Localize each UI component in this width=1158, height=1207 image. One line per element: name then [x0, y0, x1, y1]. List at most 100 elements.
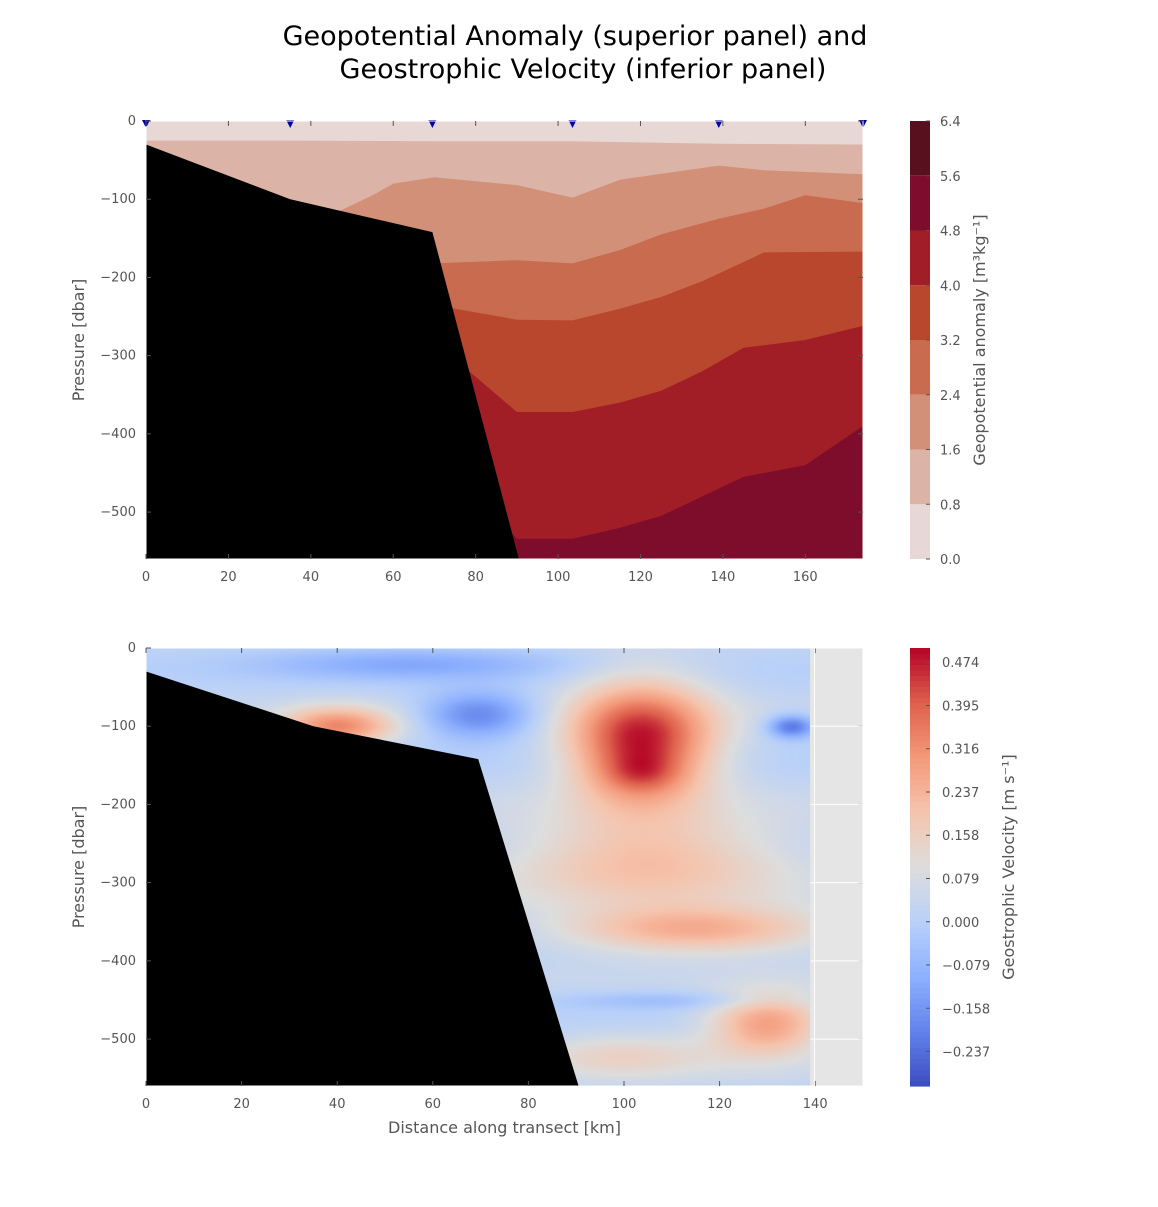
- axes-frame: [145, 120, 864, 560]
- colorbar-segment: [910, 812, 930, 819]
- colorbar-tick-label: 0.000: [942, 916, 979, 931]
- x-tick-label: 80: [520, 1097, 537, 1112]
- colorbar-segment: [910, 938, 930, 945]
- colorbar-segment: [910, 735, 930, 742]
- colorbar-segment: [910, 927, 930, 934]
- figure-title-line2: Geostrophic Velocity (inferior panel): [340, 54, 827, 85]
- colorbar-segment: [910, 806, 930, 813]
- colorbar-tick-label: −0.079: [942, 959, 990, 974]
- colorbar-tick-label: 2.4: [940, 389, 961, 404]
- geopotential-colorbar: 0.0 0.8 1.6 2.4 3.2 4.0 4.8 5.6 6.4: [910, 115, 961, 568]
- y-tick-label: −400: [100, 954, 136, 969]
- colorbar-segment: [910, 856, 930, 863]
- colorbar-tick-label: 4.8: [940, 225, 961, 240]
- x-tick-label: 40: [303, 570, 320, 585]
- colorbar-segment: [910, 960, 930, 967]
- colorbar-segment: [910, 888, 930, 895]
- colorbar-segment: [910, 768, 930, 775]
- colorbar-segment: [910, 801, 930, 808]
- colorbar-segment: [910, 992, 930, 999]
- colorbar-segment: [910, 708, 930, 715]
- colorbar-segment: [910, 121, 930, 176]
- station-marker: [714, 120, 723, 128]
- x-tick-label: 160: [793, 570, 818, 585]
- station-marker: [286, 120, 295, 128]
- colorbar-tick-label: 0.395: [942, 699, 979, 714]
- colorbar-segment: [910, 845, 930, 852]
- colorbar-segment: [910, 719, 930, 726]
- colorbar-segment: [910, 817, 930, 824]
- x-tick-label: 100: [546, 570, 571, 585]
- colorbar-segment: [910, 834, 930, 841]
- colorbar-segment: [910, 861, 930, 868]
- colorbar-tick-label: 0.237: [942, 786, 979, 801]
- y-tick-label: −500: [100, 505, 136, 520]
- colorbar-segment: [910, 971, 930, 978]
- bottom-x-axis-label: Distance along transect [km]: [388, 1118, 621, 1137]
- x-tick-label: 0: [142, 570, 150, 585]
- contour-band: [146, 564, 863, 590]
- colorbar-tick-label: 4.0: [940, 279, 961, 294]
- velocity-panel: 0 20 40 60 80 100 120 1400−100−200−300−400−500 …: [69, 641, 1018, 1137]
- velocity-colorbar-label: Geostrophic Velocity [m s⁻¹]: [999, 754, 1018, 979]
- colorbar-segment: [910, 1009, 930, 1016]
- colorbar-segment: [910, 730, 930, 737]
- bathymetry-top: [146, 144, 519, 559]
- station-marker: [428, 120, 437, 128]
- x-tick-label: 40: [329, 1097, 346, 1112]
- colorbar-segment: [910, 648, 930, 655]
- colorbar-tick-label: 0.316: [942, 743, 979, 758]
- x-tick-label: 120: [628, 570, 653, 585]
- colorbar-segment: [910, 285, 930, 340]
- axes-frame: [145, 647, 864, 1087]
- colorbar-segment: [910, 686, 930, 693]
- colorbar-segment: [910, 883, 930, 890]
- colorbar-segment: [910, 850, 930, 857]
- colorbar-segment: [910, 998, 930, 1005]
- x-tick-label: 100: [612, 1097, 637, 1112]
- colorbar-segment: [910, 697, 930, 704]
- colorbar-segment: [910, 790, 930, 797]
- colorbar-segment: [910, 1064, 930, 1071]
- colorbar-segment: [910, 773, 930, 780]
- colorbar-segment: [910, 965, 930, 972]
- y-tick-label: −100: [100, 192, 136, 207]
- y-tick-label: −400: [100, 427, 136, 442]
- colorbar-segment: [910, 757, 930, 764]
- colorbar-segment: [910, 943, 930, 950]
- colorbar-segment: [910, 910, 930, 917]
- colorbar-segment: [910, 724, 930, 731]
- colorbar-segment: [910, 1069, 930, 1076]
- colorbar-segment: [910, 921, 930, 928]
- y-tick-label: −500: [100, 1032, 136, 1047]
- colorbar-segment: [910, 175, 930, 231]
- colorbar-segment: [910, 823, 930, 830]
- x-tick-label: 140: [803, 1097, 828, 1112]
- colorbar-segment: [910, 1058, 930, 1065]
- colorbar-tick-label: 0.8: [940, 498, 961, 513]
- colorbar-segment: [910, 653, 930, 660]
- bottom-y-axis-label: Pressure [dbar]: [69, 806, 88, 929]
- x-tick-label: 20: [220, 570, 237, 585]
- colorbar-segment: [910, 746, 930, 753]
- colorbar-segment: [910, 872, 930, 879]
- colorbar-segment: [910, 713, 930, 720]
- x-tick-label: 140: [710, 570, 735, 585]
- colorbar-segment: [910, 675, 930, 682]
- colorbar-segment: [910, 658, 930, 666]
- colorbar-segment: [910, 828, 930, 835]
- colorbar-segment: [910, 779, 930, 786]
- colorbar-segment: [910, 1080, 930, 1087]
- colorbar-segment: [910, 1031, 930, 1038]
- colorbar-tick-label: 0.474: [942, 656, 979, 671]
- x-tick-label: 60: [385, 570, 402, 585]
- colorbar-segment: [910, 949, 930, 956]
- y-tick-label: 0: [128, 114, 136, 129]
- colorbar-tick-label: 3.2: [940, 334, 961, 349]
- geopotential-panel: 0 20 40 60 80 100 120 140 160 0 −100 −200 −300 −400 −5…: [69, 114, 989, 590]
- colorbar-segment: [910, 784, 930, 791]
- colorbar-segment: [910, 449, 930, 505]
- geopotential-colorbar-label: Geopotential anomaly [m³kg⁻¹]: [970, 214, 989, 465]
- colorbar-tick-label: 0.0: [940, 553, 961, 568]
- top-axes: 0 20 40 60 80 100 120 140 160 0 −100 −200 −300 −400 −5…: [100, 114, 864, 585]
